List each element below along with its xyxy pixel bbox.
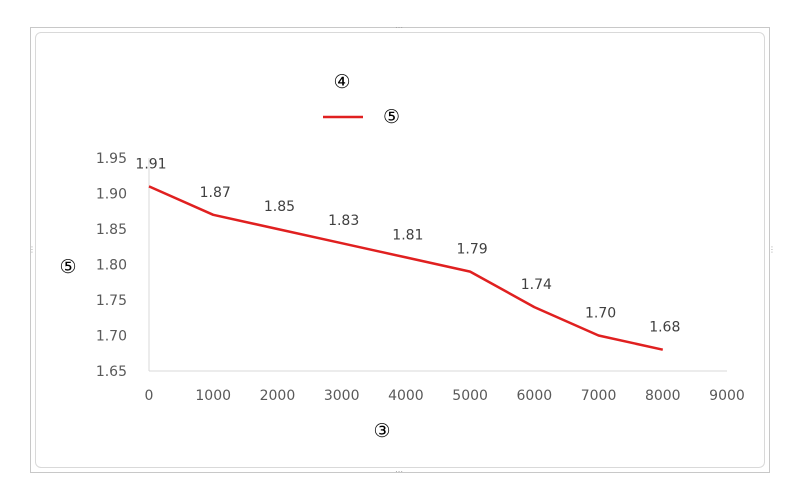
- y-tick-label: 1.70: [96, 329, 127, 345]
- data-label: 1.70: [585, 306, 616, 322]
- chart-title: ④: [333, 71, 350, 93]
- data-labels: 1.91 1.87 1.85 1.83 1.81 1.79 1.74 1.70 1.68: [135, 156, 680, 335]
- y-tick-label: 1.75: [96, 293, 127, 309]
- y-tick-labels: 1.95 1.90 1.85 1.80 1.75 1.70 1.65: [96, 151, 127, 380]
- y-tick-label: 1.90: [96, 187, 127, 203]
- resize-handle-left[interactable]: ⋮: [28, 245, 36, 254]
- x-tick-label: 6000: [517, 388, 553, 404]
- x-tick-label: 5000: [452, 388, 488, 404]
- x-tick-label: 2000: [260, 388, 296, 404]
- x-tick-label: 7000: [581, 388, 617, 404]
- data-label: 1.85: [264, 199, 295, 215]
- chart-frame[interactable]: [30, 27, 770, 473]
- x-tick-label: 0: [145, 388, 154, 404]
- series-line: [148, 185, 664, 351]
- x-tick-labels: 0 1000 2000 3000 4000 5000 6000 7000 8000 9000: [145, 388, 745, 404]
- data-label: 1.91: [135, 156, 166, 172]
- data-label: 1.74: [521, 277, 552, 293]
- x-tick-label: 8000: [645, 388, 681, 404]
- y-tick-label: 1.95: [96, 151, 127, 167]
- x-tick-label: 4000: [388, 388, 424, 404]
- y-tick-label: 1.65: [96, 364, 127, 380]
- data-label: 1.68: [649, 320, 680, 336]
- x-tick-label: 3000: [324, 388, 360, 404]
- x-axis-title: ③: [373, 420, 390, 442]
- resize-handle-right[interactable]: ⋮: [768, 245, 776, 254]
- resize-handle-bottom[interactable]: ⋯: [395, 467, 403, 476]
- y-tick-label: 1.80: [96, 258, 127, 274]
- y-tick-label: 1.85: [96, 222, 127, 238]
- x-tick-label: 1000: [195, 388, 231, 404]
- data-label: 1.83: [328, 213, 359, 229]
- data-label: 1.79: [457, 242, 488, 258]
- x-tick-label: 9000: [709, 388, 745, 404]
- data-label: 1.81: [392, 227, 423, 243]
- data-label: 1.87: [200, 185, 231, 201]
- chart-frame-inner: [35, 32, 765, 468]
- legend-label: ⑤: [383, 106, 400, 128]
- resize-handle-top[interactable]: ⋯: [395, 23, 403, 32]
- y-axis-title: ⑤: [59, 256, 76, 278]
